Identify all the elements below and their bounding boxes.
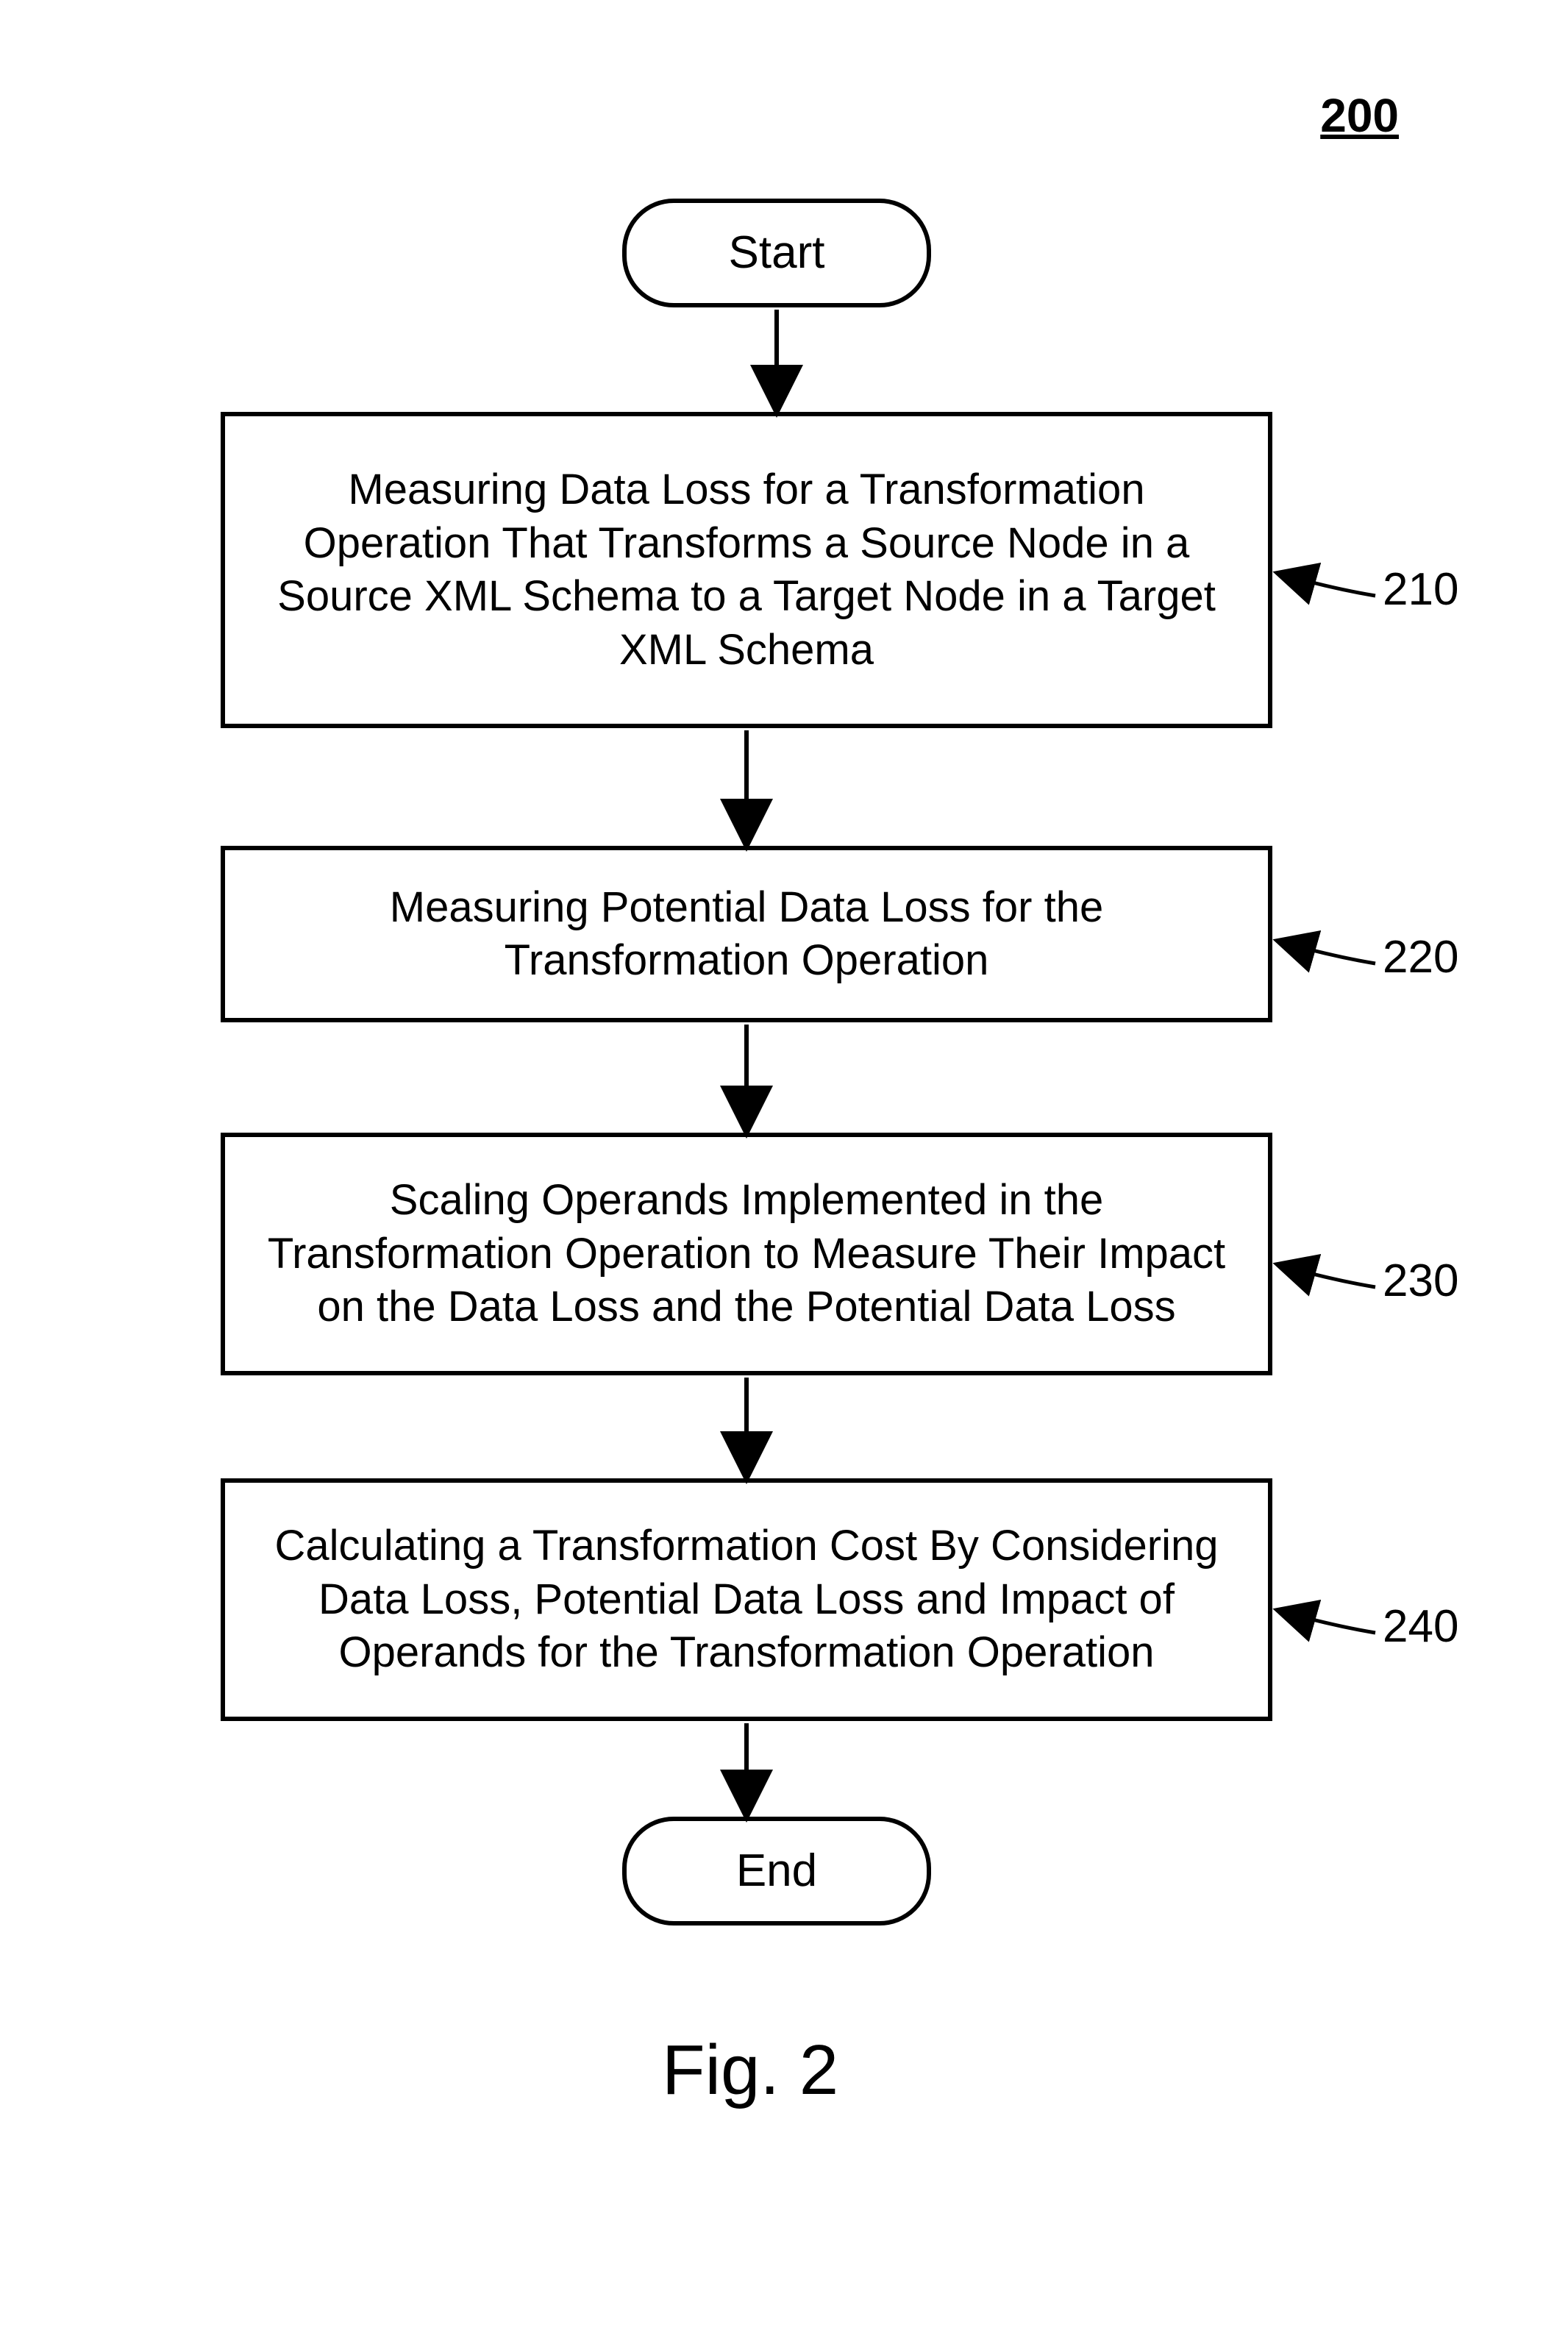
flowchart-terminal-end: End	[622, 1817, 931, 1926]
callout-leader	[1280, 574, 1375, 596]
node-label: End	[736, 1842, 817, 1900]
node-label: Measuring Potential Data Loss for the Tr…	[254, 881, 1239, 988]
callout-label-210: 210	[1383, 563, 1458, 616]
flowchart-canvas: 200 Start Measuring Data Loss for a Trans…	[0, 0, 1568, 2344]
flowchart-process-step220: Measuring Potential Data Loss for the Tr…	[221, 846, 1272, 1022]
flowchart-process-step240: Calculating a Transformation Cost By Con…	[221, 1478, 1272, 1721]
figure-number: 200	[1320, 88, 1399, 143]
flowchart-process-step230: Scaling Operands Implemented in the Tran…	[221, 1133, 1272, 1375]
callout-leader	[1280, 941, 1375, 963]
flowchart-process-step210: Measuring Data Loss for a Transformation…	[221, 412, 1272, 728]
node-label: Scaling Operands Implemented in the Tran…	[254, 1174, 1239, 1334]
callout-label-230: 230	[1383, 1255, 1458, 1307]
callout-label-240: 240	[1383, 1600, 1458, 1653]
figure-caption: Fig. 2	[662, 2030, 838, 2111]
callout-leader	[1280, 1265, 1375, 1287]
callout-leader	[1280, 1611, 1375, 1633]
callout-label-220: 220	[1383, 931, 1458, 983]
flowchart-terminal-start: Start	[622, 199, 931, 307]
node-label: Start	[729, 224, 825, 282]
node-label: Measuring Data Loss for a Transformation…	[254, 463, 1239, 677]
node-label: Calculating a Transformation Cost By Con…	[254, 1520, 1239, 1680]
